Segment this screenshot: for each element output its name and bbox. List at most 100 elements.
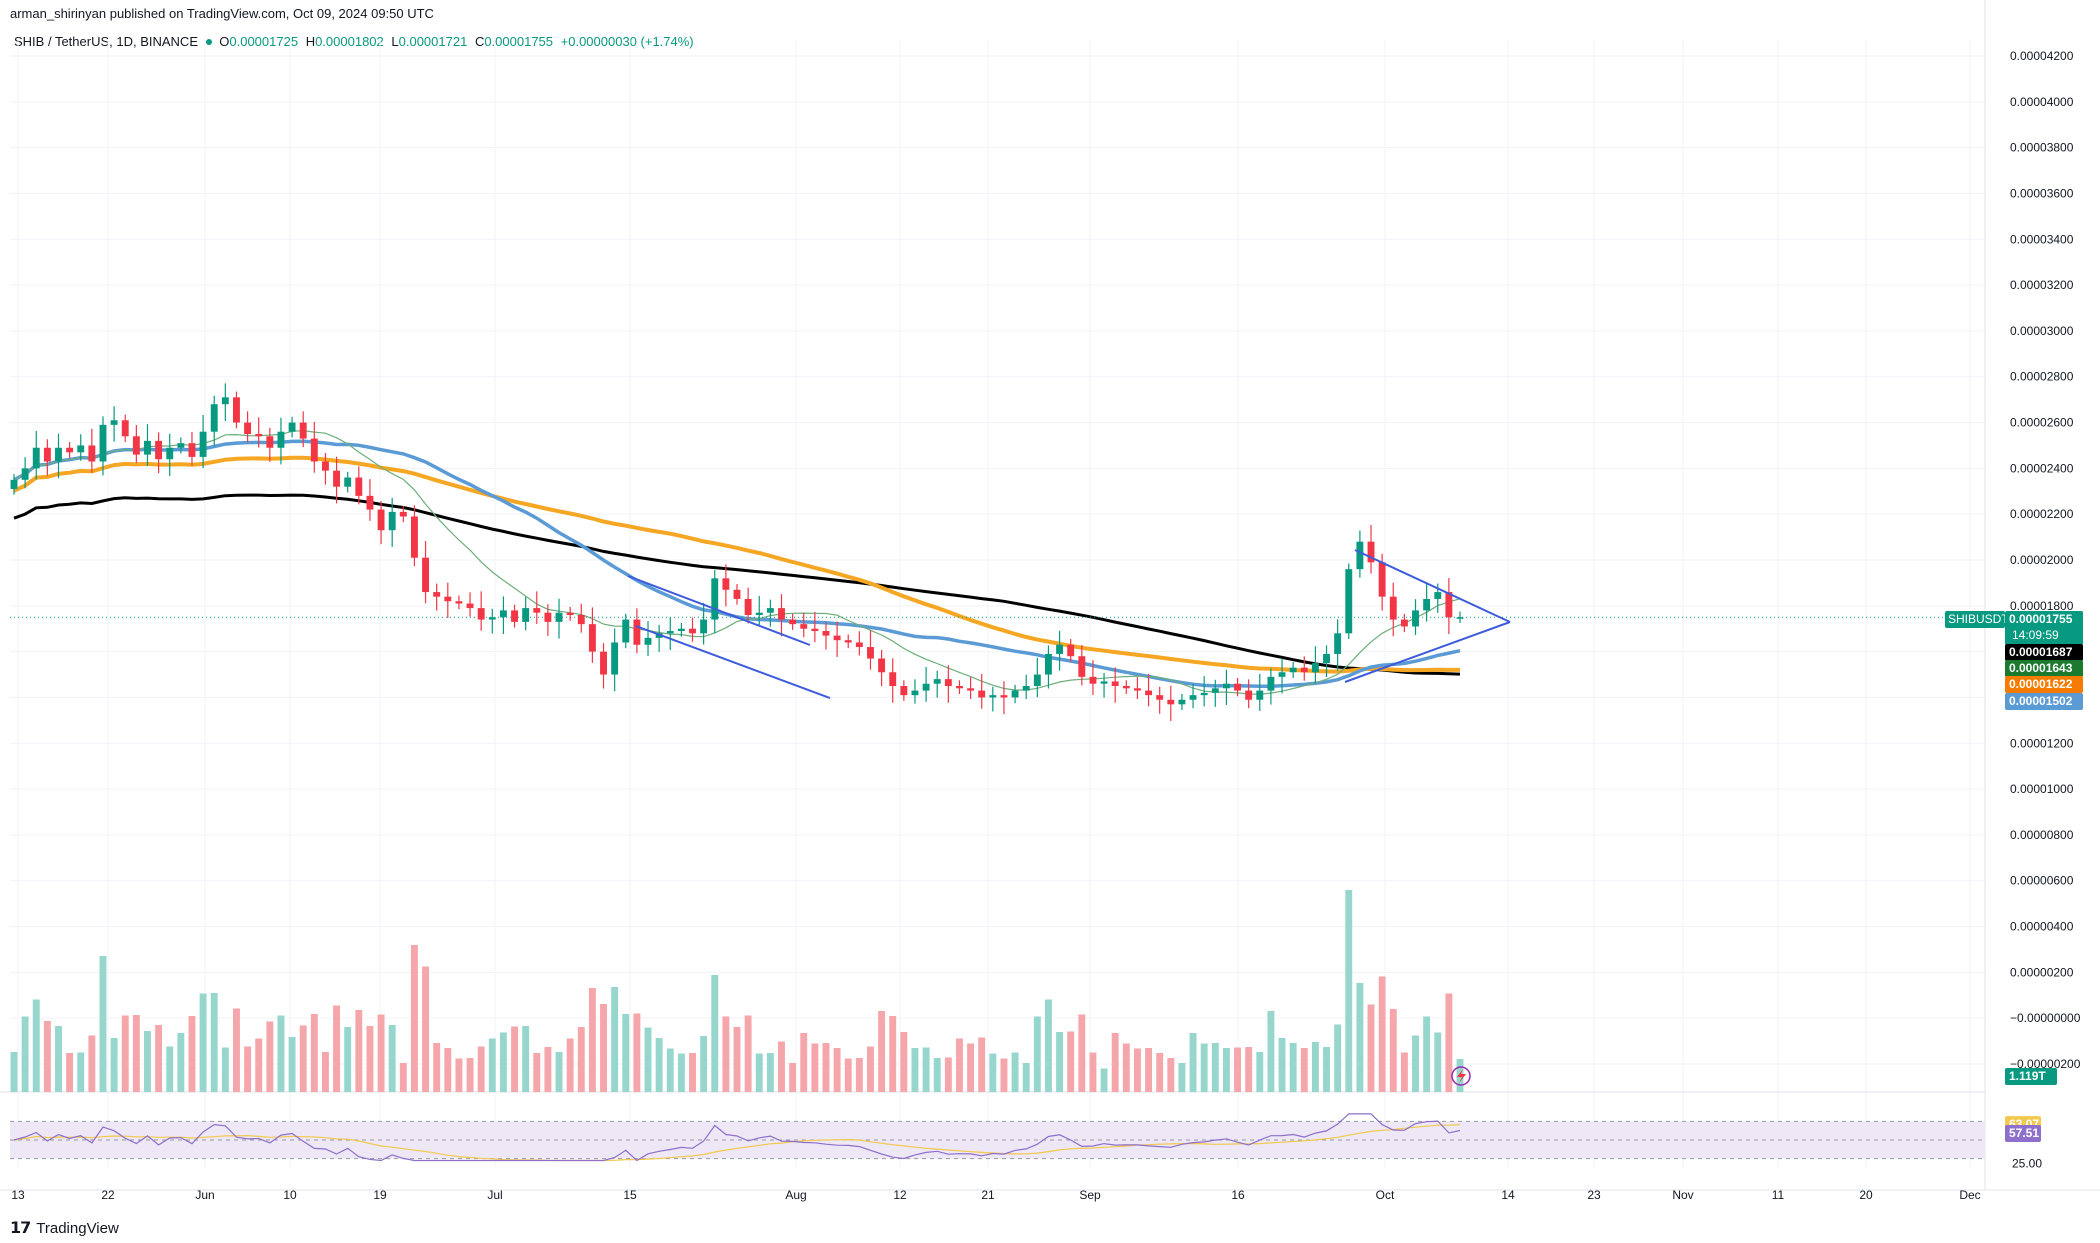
candle-body: [121, 420, 129, 437]
volume-bar: [1278, 1038, 1286, 1092]
rsi-axis-label: 25.00: [2012, 1156, 2042, 1170]
volume-bar: [43, 1021, 51, 1092]
volume-bar: [1345, 890, 1353, 1092]
time-tick-label: 13: [11, 1188, 25, 1202]
volume-bar: [1100, 1068, 1108, 1092]
volume-bar: [1434, 1032, 1442, 1092]
volume-bar: [1222, 1048, 1230, 1092]
volume-bar: [377, 1014, 385, 1092]
volume-bar: [1334, 1024, 1342, 1092]
ohlc-close-key: C: [474, 34, 485, 49]
price-tick-label: 0.00002200: [2010, 507, 2074, 521]
volume-bar: [366, 1026, 374, 1092]
volume-bar: [744, 1015, 752, 1092]
candle-body: [1323, 653, 1330, 664]
candle-body: [488, 617, 496, 620]
candle-body: [1033, 674, 1041, 686]
volume-value-tag-bg: [2005, 1068, 2057, 1085]
volume-bar: [867, 1046, 874, 1092]
candle-body: [132, 436, 140, 455]
volume-bar: [800, 1033, 808, 1092]
volume-bar: [110, 1038, 118, 1092]
candle-body: [355, 477, 363, 496]
volume-bar: [266, 1021, 274, 1092]
volume-bar: [989, 1053, 997, 1092]
candle-body: [1022, 686, 1030, 691]
rsi-ma-line: [13, 1124, 1461, 1162]
candle-body: [399, 511, 407, 517]
footer-brand-text: TradingView: [36, 1219, 119, 1237]
candle-body: [1423, 598, 1431, 611]
candle-body: [1456, 617, 1464, 619]
volume-bar: [900, 1032, 908, 1092]
volume-bar: [600, 1004, 607, 1092]
candle-body: [77, 445, 85, 453]
candle-body: [844, 640, 852, 643]
candle-body: [1122, 686, 1130, 689]
volume-bar: [444, 1048, 452, 1092]
volume-bar: [155, 1025, 163, 1092]
volume-bar: [166, 1046, 174, 1092]
volume-bar: [1189, 1033, 1197, 1092]
volume-bar: [789, 1063, 797, 1092]
candle-body: [1245, 690, 1253, 700]
candle-body: [800, 624, 808, 629]
volume-bar: [488, 1038, 496, 1092]
tradingview-logo-icon: 𝟭𝟳: [10, 1220, 31, 1237]
candle-body: [933, 679, 941, 684]
volume-bar: [177, 1033, 185, 1092]
candle-body: [1078, 656, 1086, 677]
candle-body: [633, 619, 641, 645]
volume-bar: [844, 1058, 852, 1092]
time-tick-label: 12: [893, 1188, 907, 1202]
price-tick-label: 0.00003200: [2010, 278, 2074, 292]
volume-bar: [922, 1047, 930, 1092]
symbol-name[interactable]: SHIB / TetherUS, 1D, BINANCE: [14, 34, 198, 49]
volume-bar: [1256, 1052, 1264, 1092]
volume-bar: [188, 1016, 196, 1092]
volume-bar: [700, 1036, 708, 1092]
candle-body: [10, 479, 18, 489]
candle-body: [477, 608, 485, 620]
volume-bar: [1267, 1011, 1275, 1092]
ohlc-high-key: H: [305, 34, 316, 49]
candle-body: [1044, 653, 1052, 675]
volume-bar: [633, 1013, 641, 1092]
candle-body: [166, 447, 174, 460]
volume-bar: [1356, 983, 1364, 1092]
volume-bar: [1389, 1009, 1397, 1092]
volume-bar: [32, 999, 40, 1092]
candle-body: [422, 557, 430, 593]
candle-body: [377, 509, 385, 531]
triangle-upper-line: [1354, 549, 1511, 623]
volume-bar: [455, 1058, 463, 1092]
candle-body: [32, 447, 40, 469]
volume-bar: [978, 1037, 986, 1092]
candle-body: [1133, 688, 1141, 691]
ohlc-low-key: L: [391, 34, 399, 49]
symbol-tag: SHIBUSDT: [1948, 612, 2009, 626]
volume-bar: [310, 1014, 318, 1092]
volume-bar: [522, 1026, 530, 1092]
candle-body: [867, 647, 874, 659]
volume-bar: [1056, 1032, 1064, 1092]
moving-averages: [10, 429, 1985, 695]
price-tick-label: −0.00000000: [2010, 1011, 2081, 1025]
price-tick-label: 0.00002000: [2010, 553, 2074, 567]
candle-body: [789, 619, 797, 625]
candle-body: [666, 631, 674, 634]
candle-body: [689, 628, 696, 634]
candle-body: [555, 612, 563, 622]
published-line: arman_shirinyan published on TradingView…: [10, 6, 434, 21]
volume-bar: [1445, 993, 1453, 1092]
volume-bar: [956, 1038, 963, 1092]
volume-bar: [655, 1038, 663, 1092]
candle-body: [333, 470, 341, 487]
volume-bar: [1044, 999, 1052, 1092]
candle-body: [188, 443, 196, 457]
volume-bar: [466, 1058, 474, 1092]
price-tick-label: 0.00004000: [2010, 95, 2074, 109]
candle-body: [99, 424, 107, 462]
volume-bar: [1367, 1004, 1375, 1092]
